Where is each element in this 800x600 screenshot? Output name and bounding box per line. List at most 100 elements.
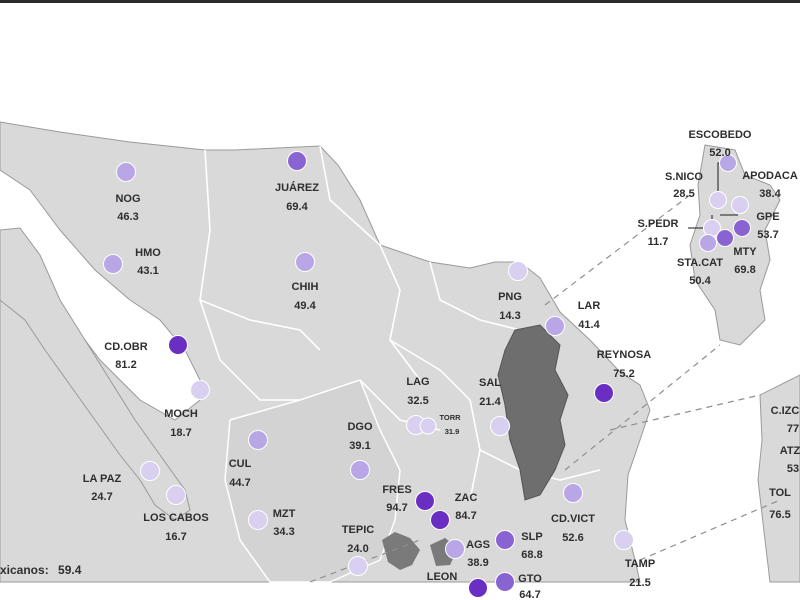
- label-nog: NOG: [115, 193, 140, 205]
- value-reynosa: 75.2: [613, 368, 634, 380]
- value-chih: 49.4: [294, 300, 316, 312]
- value-cd-vict: 52.6: [562, 532, 583, 544]
- inset-marker-mty: [716, 229, 734, 247]
- value-zac: 84.7: [455, 510, 476, 522]
- value-mzt: 34.3: [273, 526, 294, 538]
- land-layer: [0, 121, 800, 583]
- marker-gto: [495, 572, 515, 592]
- bottom-dark-blob-1: [382, 532, 420, 570]
- right-inset-label-c-izc: C.IZC: [771, 405, 800, 417]
- marker-hmo: [103, 254, 123, 274]
- marker-moch: [190, 380, 210, 400]
- marker-sal: [490, 416, 510, 436]
- inset-label-s-nico: S.NICO: [665, 171, 703, 183]
- inset-marker-sta-cat: [699, 234, 717, 252]
- marker-ags: [445, 539, 465, 559]
- label-tamp: TAMP: [625, 558, 655, 570]
- label-cd-vict: CD.VICT: [551, 513, 595, 525]
- inset-marker-gpe: [733, 219, 751, 237]
- inset-value-apodaca: 38.4: [759, 188, 781, 200]
- inset-value-gpe: 53.7: [757, 229, 778, 241]
- inset-value-s-pedr: 11.7: [648, 236, 669, 248]
- marker-tepic: [348, 556, 368, 576]
- marker-leon: [468, 578, 488, 598]
- label-los-cabos: LOS CABOS: [143, 512, 208, 524]
- value-lar: 41.4: [578, 319, 600, 331]
- value-fres: 94.7: [386, 502, 407, 514]
- value-moch: 18.7: [170, 427, 191, 439]
- top-border-line: [0, 0, 800, 3]
- inset-value-s-nico: 28.5: [673, 188, 694, 200]
- nuevo-leon-region: [497, 324, 569, 501]
- inset-label-sta-cat: STA.CAT: [677, 257, 723, 269]
- inset-label-mty: MTY: [733, 246, 757, 258]
- value-png: 14.3: [499, 310, 520, 322]
- baja-peninsula: [0, 227, 191, 521]
- right-inset-value-atz: 53: [787, 463, 799, 475]
- value-la-paz: 24.7: [91, 491, 112, 503]
- label-cul: CUL: [229, 458, 252, 470]
- value-lag: 32.5: [407, 395, 428, 407]
- marker-dgo: [350, 460, 370, 480]
- value-hmo: 43.1: [137, 265, 158, 277]
- right-inset-value-tol: 76.5: [769, 509, 790, 521]
- value-sal: 21.4: [479, 396, 501, 408]
- marker-torr: [419, 417, 437, 435]
- label-lar: LAR: [578, 300, 601, 312]
- label-cd-obr: CD.OBR: [104, 341, 147, 353]
- national-average-value: 59.4: [58, 563, 82, 577]
- value-ags: 38.9: [467, 557, 488, 569]
- label-moch: MOCH: [164, 408, 198, 420]
- marker-tamp: [614, 530, 634, 550]
- inset-marker-s-nico: [709, 191, 727, 209]
- label-zac: ZAC: [455, 492, 478, 504]
- label-lag: LAG: [406, 376, 429, 388]
- label-torr: TORR: [439, 413, 461, 422]
- marker-cul: [248, 430, 268, 450]
- value-slp: 68.8: [521, 549, 542, 561]
- value-gto: 64.7: [519, 589, 540, 600]
- marker-la-paz: [140, 461, 160, 481]
- label-fres: FRES: [382, 484, 411, 496]
- national-average: xicanos: 59.4: [0, 563, 81, 577]
- label-gto: GTO: [518, 573, 542, 585]
- label-mzt: MZT: [273, 508, 296, 520]
- value-los-cabos: 16.7: [165, 531, 186, 543]
- inset-label-s-pedr: S.PEDR: [638, 218, 679, 230]
- marker-cd-vict: [563, 483, 583, 503]
- label-sal: SAL: [479, 377, 501, 389]
- label-juarez: JUÁREZ: [275, 181, 319, 194]
- marker-reynosa: [594, 383, 614, 403]
- marker-slp: [495, 530, 515, 550]
- label-png: PNG: [498, 291, 522, 303]
- inset-marker-escobedo: [719, 154, 737, 172]
- city-markers: [103, 151, 751, 598]
- label-reynosa: REYNOSA: [597, 349, 651, 361]
- value-dgo: 39.1: [349, 440, 370, 452]
- marker-cd-obr: [168, 335, 188, 355]
- label-hmo: HMO: [135, 247, 161, 259]
- value-tepic: 24.0: [347, 543, 368, 555]
- city-labels: NOG 46.3 HMO 43.1 JUÁREZ 69.4 CHIH 49.4 CD.OBR 81…: [83, 129, 800, 600]
- label-la-paz: LA PAZ: [83, 473, 122, 485]
- label-slp: SLP: [521, 531, 542, 543]
- marker-lar: [545, 316, 565, 336]
- marker-fres: [415, 491, 435, 511]
- value-cd-obr: 81.2: [115, 359, 136, 371]
- right-inset-label-tol: TOL: [769, 487, 791, 499]
- marker-mzt: [248, 510, 268, 530]
- marker-los-cabos: [166, 485, 186, 505]
- value-cul: 44.7: [229, 477, 250, 489]
- label-dgo: DGO: [347, 421, 373, 433]
- right-inset-label-atz: ATZ: [780, 445, 800, 457]
- label-tepic: TEPIC: [342, 524, 374, 536]
- marker-png: [508, 261, 528, 281]
- value-torr: 31.9: [445, 427, 460, 436]
- label-chih: CHIH: [292, 281, 319, 293]
- marker-nog: [116, 162, 136, 182]
- national-average-label: xicanos:: [0, 563, 49, 577]
- marker-juarez: [287, 151, 307, 171]
- inset-label-escobedo: ESCOBEDO: [689, 129, 752, 141]
- value-tamp: 21.5: [629, 577, 650, 589]
- inset-value-mty: 69.8: [734, 264, 755, 276]
